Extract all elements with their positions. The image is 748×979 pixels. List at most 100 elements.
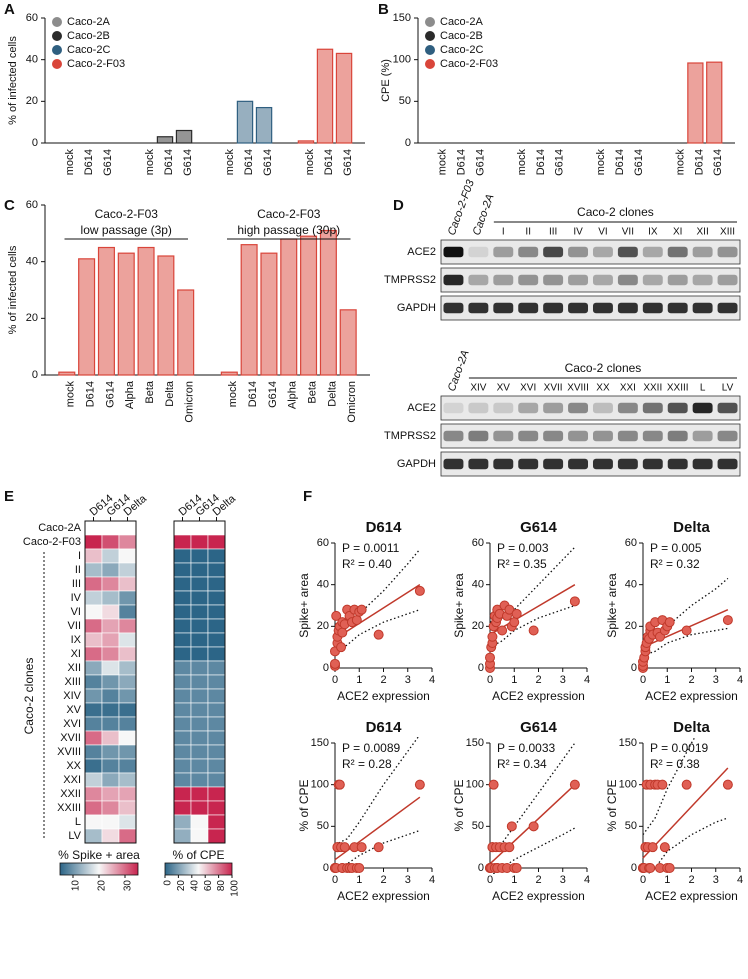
- plot-title: Delta: [673, 519, 710, 536]
- point: [337, 627, 348, 638]
- heatmap-frame: [84, 520, 137, 844]
- point: [356, 842, 367, 853]
- heat-cell: [173, 660, 192, 676]
- lane-label: XXIII: [667, 383, 689, 394]
- band: [717, 274, 738, 286]
- heat-cell: [118, 534, 137, 550]
- bar: [255, 106, 273, 144]
- row-label: XXI: [63, 774, 81, 786]
- heat-cell: [207, 688, 226, 704]
- colorbar-label: % of CPE: [172, 848, 224, 862]
- heat-cell: [84, 604, 103, 620]
- row-label: IX: [71, 634, 82, 646]
- x-tick-label: mock: [437, 149, 449, 176]
- heat-cell: [101, 786, 120, 802]
- band: [443, 246, 464, 258]
- point: [487, 631, 498, 642]
- bar: [58, 371, 76, 376]
- bar: [706, 61, 723, 144]
- heat-cell: [101, 604, 120, 620]
- band: [443, 430, 464, 442]
- heat-cell: [118, 772, 137, 788]
- heat-cell: [101, 828, 120, 844]
- lane-label: XIV: [470, 383, 486, 394]
- heat-cell: [207, 730, 226, 746]
- annotation: P = 0.0089: [342, 741, 400, 755]
- band: [617, 302, 638, 314]
- row-label: Caco-2-F03: [23, 536, 81, 548]
- x-tick-label: Delta: [164, 380, 176, 407]
- heat-cell: [101, 716, 120, 732]
- x-tick-label: 0: [332, 674, 338, 686]
- legend-label: Caco-2B: [67, 30, 110, 42]
- row-label: GAPDH: [397, 302, 436, 314]
- legend-label: Caco-2A: [67, 16, 110, 28]
- y-tick-label: 0: [323, 662, 329, 674]
- point: [373, 842, 384, 853]
- lane-label: Caco-2A: [446, 349, 472, 393]
- heat-cell: [173, 618, 192, 634]
- x-tick-label: D614: [163, 149, 175, 175]
- heat-cell: [190, 632, 209, 648]
- y-tick-label: 0: [32, 369, 38, 381]
- point: [511, 863, 522, 873]
- heat-cell: [84, 562, 103, 578]
- heat-cell: [118, 744, 137, 760]
- point: [722, 779, 733, 790]
- heat-cell: [101, 688, 120, 704]
- band: [692, 430, 713, 442]
- x-tick-label: 0: [332, 874, 338, 886]
- row-label: I: [78, 550, 81, 562]
- point: [330, 658, 340, 669]
- heat-cell: [118, 814, 137, 830]
- y-tick-label: 50: [317, 820, 329, 832]
- x-tick-label: mock: [144, 149, 156, 176]
- x-tick-label: 1: [511, 874, 517, 886]
- plot-title: D614: [366, 719, 403, 736]
- heat-cell: [118, 590, 137, 606]
- blot-background: [440, 239, 741, 265]
- row-label: VII: [68, 620, 81, 632]
- y-tick-label: 40: [26, 54, 38, 66]
- heat-cell: [190, 744, 209, 760]
- colorbar-tick-label: 0: [163, 880, 174, 886]
- band: [518, 402, 539, 414]
- heat-cell: [207, 744, 226, 760]
- row-label: XXIII: [57, 802, 81, 814]
- point: [647, 842, 658, 853]
- x-tick-label: G614: [342, 149, 354, 176]
- plot-title: G614: [520, 519, 557, 536]
- heat-cell: [84, 576, 103, 592]
- point: [657, 779, 668, 790]
- confidence-band: [642, 627, 728, 657]
- band: [543, 246, 564, 258]
- bar: [319, 229, 337, 376]
- band: [692, 458, 713, 470]
- band: [443, 302, 464, 314]
- heat-cell: [84, 772, 103, 788]
- heat-cell: [190, 828, 209, 844]
- legend-label: Caco-2B: [440, 30, 483, 42]
- annotation: R² = 0.34: [497, 757, 547, 771]
- band: [568, 402, 589, 414]
- y-tick-label: 0: [405, 137, 411, 149]
- heat-cell: [190, 660, 209, 676]
- heat-cell: [173, 520, 192, 536]
- band: [543, 430, 564, 442]
- group-title: Caco-2-F03: [95, 207, 159, 221]
- heat-cell: [101, 730, 120, 746]
- heat-cell: [207, 814, 226, 830]
- point: [645, 863, 656, 873]
- heat-cell: [84, 730, 103, 746]
- y-axis-label: % of infected cells: [7, 245, 19, 334]
- point: [334, 779, 345, 790]
- heat-cell: [84, 660, 103, 676]
- plot-title: G614: [520, 719, 557, 736]
- band: [518, 458, 539, 470]
- y-axis-label: % of infected cells: [7, 36, 19, 125]
- legend-marker: [52, 45, 62, 55]
- bar: [117, 252, 135, 376]
- heat-cell: [118, 660, 137, 676]
- heat-cell: [190, 786, 209, 802]
- x-tick-label: D614: [614, 149, 626, 175]
